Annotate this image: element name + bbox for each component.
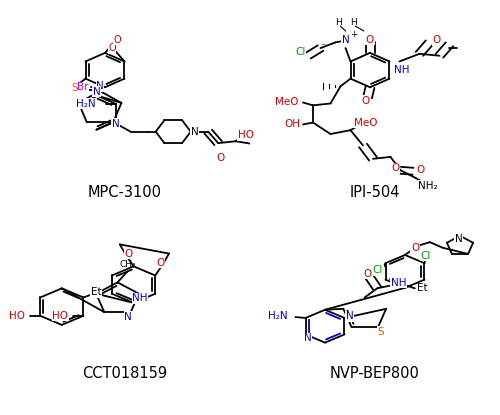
Text: Cl: Cl bbox=[296, 47, 306, 57]
Text: O: O bbox=[416, 165, 424, 175]
Text: O: O bbox=[392, 164, 400, 173]
Text: NH: NH bbox=[390, 278, 406, 288]
Text: Br: Br bbox=[76, 82, 88, 92]
Text: N: N bbox=[92, 87, 100, 97]
Text: O: O bbox=[363, 269, 372, 279]
Text: +: + bbox=[350, 30, 358, 39]
Text: HO: HO bbox=[9, 311, 25, 321]
Text: HO: HO bbox=[238, 130, 254, 141]
Text: OH: OH bbox=[284, 120, 300, 129]
Text: NH: NH bbox=[132, 293, 148, 303]
Text: H₂N: H₂N bbox=[268, 311, 288, 321]
Text: MPC-3100: MPC-3100 bbox=[88, 185, 162, 200]
Text: IPI-504: IPI-504 bbox=[350, 185, 400, 200]
Text: N: N bbox=[96, 81, 104, 91]
Text: N: N bbox=[304, 333, 312, 343]
Text: ⁻: ⁻ bbox=[320, 42, 326, 52]
Text: CCT018159: CCT018159 bbox=[82, 366, 168, 381]
Text: O: O bbox=[108, 43, 116, 53]
Text: O: O bbox=[156, 258, 164, 268]
Text: Et: Et bbox=[417, 283, 428, 293]
Text: O: O bbox=[361, 95, 369, 105]
Text: N: N bbox=[112, 119, 120, 129]
Text: HO: HO bbox=[52, 311, 68, 321]
Text: MeO: MeO bbox=[354, 117, 378, 127]
Text: S: S bbox=[377, 327, 384, 337]
Text: O: O bbox=[216, 154, 225, 164]
Text: H: H bbox=[350, 18, 358, 27]
Text: O: O bbox=[124, 249, 132, 259]
Text: N: N bbox=[190, 127, 198, 137]
Text: Cl: Cl bbox=[420, 251, 431, 261]
Text: NH: NH bbox=[394, 65, 409, 75]
Text: O: O bbox=[433, 35, 441, 46]
Text: CH₃: CH₃ bbox=[119, 260, 136, 269]
Text: NVP-BEP800: NVP-BEP800 bbox=[330, 366, 420, 381]
Text: N: N bbox=[124, 312, 132, 322]
Text: MeO: MeO bbox=[274, 97, 298, 107]
Text: N: N bbox=[342, 35, 349, 46]
Text: NH₂: NH₂ bbox=[418, 181, 438, 190]
Text: Et: Et bbox=[90, 287, 101, 297]
Text: N: N bbox=[455, 234, 462, 244]
Text: N: N bbox=[346, 311, 354, 321]
Text: H: H bbox=[336, 18, 342, 27]
Text: N: N bbox=[112, 119, 120, 129]
Text: O: O bbox=[114, 34, 122, 44]
Text: O: O bbox=[366, 34, 374, 44]
Text: Cl: Cl bbox=[373, 266, 383, 276]
Text: O: O bbox=[411, 243, 419, 253]
Text: S: S bbox=[71, 83, 78, 93]
Text: H₂N: H₂N bbox=[76, 99, 96, 109]
